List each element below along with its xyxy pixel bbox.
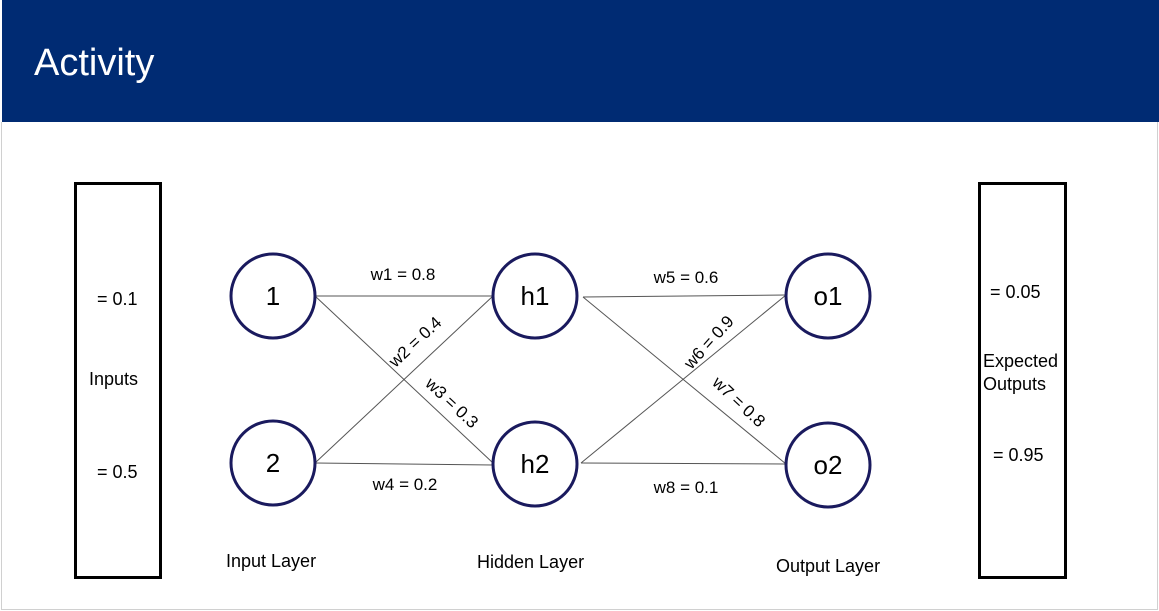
weight-w4-label: w4 = 0.2 (372, 475, 438, 494)
expected-output1-value: = 0.05 (990, 282, 1041, 302)
weight-w8-label: w8 = 0.1 (653, 478, 719, 497)
expected-outputs-label-line1: Expected (983, 351, 1059, 371)
edge-w7 (582, 296, 787, 465)
inputs-panel (74, 182, 162, 579)
node-output1: o1 (784, 252, 872, 340)
expected-output2-value: = 0.95 (993, 445, 1044, 465)
output-layer-label: Output Layer (776, 556, 881, 576)
expected-outputs-label-line2: Outputs (983, 374, 1047, 394)
expected-outputs-panel (978, 182, 1067, 579)
weight-w3-label: w3 = 0.3 (421, 373, 482, 432)
expected-outputs-label: Expected Outputs (983, 350, 1058, 396)
weight-w6-label: w6 = 0.9 (680, 312, 738, 374)
node-hidden2-label: h2 (521, 449, 550, 479)
node-hidden2: h2 (491, 420, 579, 508)
node-input1: 1 (229, 252, 317, 340)
page-title: Activity (34, 42, 155, 84)
input1-value: = 0.1 (97, 289, 138, 309)
node-output1-label: o1 (814, 281, 843, 311)
edge-w4 (314, 462, 494, 466)
node-output2: o2 (784, 421, 872, 509)
weight-w2-label: w2 = 0.4 (384, 313, 445, 372)
input2-value: = 0.5 (97, 462, 138, 482)
title-bar: Activity (2, 0, 1159, 122)
slide-frame (1, 122, 1158, 610)
edge-w6 (580, 294, 787, 464)
inputs-label: Inputs (89, 369, 139, 389)
edge-w5 (582, 294, 787, 298)
weight-w5-label: w5 = 0.6 (653, 268, 719, 287)
edge-w8 (580, 462, 787, 465)
node-input2: 2 (229, 419, 317, 507)
node-output2-label: o2 (814, 450, 843, 480)
node-hidden1-label: h1 (521, 281, 550, 311)
node-hidden1: h1 (491, 252, 579, 340)
node-input1-label: 1 (266, 281, 280, 311)
edge-w2 (314, 295, 494, 464)
node-input2-label: 2 (266, 448, 280, 478)
weight-w7-label: w7 = 0.8 (708, 372, 769, 431)
input-layer-label: Input Layer (226, 551, 317, 571)
hidden-layer-label: Hidden Layer (477, 552, 585, 572)
weight-w1-label: w1 = 0.8 (370, 265, 436, 284)
